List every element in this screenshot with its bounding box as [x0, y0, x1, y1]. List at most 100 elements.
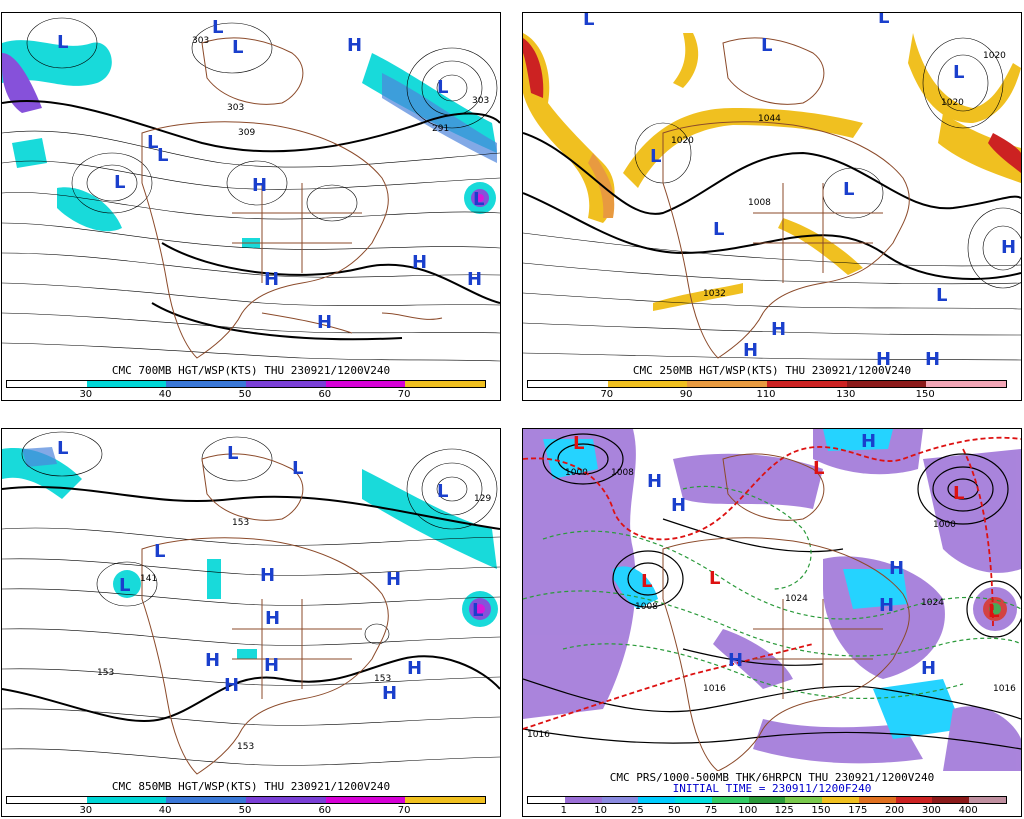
- high-marker: H: [260, 565, 275, 586]
- colorbar-tick: 125: [774, 805, 794, 816]
- colorbar-swatch: [601, 797, 639, 803]
- panel-caption: CMC 250MB HGT/WSP(KTS) THU 230921/1200V2…: [632, 364, 912, 377]
- colorbar-swatch: [969, 797, 1006, 803]
- high-marker: H: [925, 349, 940, 370]
- initial-time-caption: INITIAL TIME = 230911/1200F240: [672, 782, 872, 795]
- colorbar-ticks: 1 10 25 50 75 100 125 150 175 200 300 40…: [527, 805, 1005, 817]
- high-marker: H: [1001, 237, 1016, 258]
- colorbar-swatch: [325, 797, 406, 803]
- contour-label: 1020: [983, 51, 1006, 61]
- low-marker: L: [641, 571, 652, 592]
- colorbar-precip: [527, 796, 1007, 804]
- colorbar-tick: 100: [738, 805, 758, 816]
- colorbar-ticks: 30 40 50 60 70: [6, 389, 484, 401]
- low-marker: L: [761, 35, 772, 56]
- contour-label: 1044: [758, 114, 781, 124]
- high-marker: H: [743, 340, 758, 361]
- low-marker: L: [147, 132, 158, 153]
- contour-label: 1016: [993, 684, 1016, 694]
- colorbar-tick: 70: [397, 389, 411, 400]
- high-marker: H: [224, 675, 239, 696]
- contour-label: 303: [192, 36, 209, 46]
- colorbar-tick: 30: [79, 389, 93, 400]
- colorbar-tick: 30: [79, 805, 93, 816]
- colorbar-swatch: [86, 381, 167, 387]
- contour-label: 1008: [748, 198, 771, 208]
- colorbar-swatch: [846, 381, 927, 387]
- colorbar-swatch: [86, 797, 167, 803]
- panel-precip: H H H H H H H L L L L L L 1000 1008 1016…: [522, 428, 1022, 817]
- map-svg-700mb: H H H H H H L L L L L L L L 303 309 303 …: [2, 17, 500, 362]
- colorbar-250mb: [527, 380, 1007, 388]
- colorbar-tick: 70: [397, 805, 411, 816]
- low-marker: L: [713, 219, 724, 240]
- high-marker: H: [889, 558, 904, 579]
- contour-label: 1032: [703, 289, 726, 299]
- colorbar-tick: 10: [594, 805, 607, 816]
- high-marker: H: [728, 650, 743, 671]
- map-precip: H H H H H H H L L L L L L 1000 1008 1016…: [523, 429, 1021, 771]
- low-marker: L: [154, 541, 165, 562]
- low-marker: L: [292, 458, 303, 479]
- colorbar-tick: 400: [958, 805, 978, 816]
- colorbar-tick: 90: [679, 389, 693, 400]
- colorbar-swatch: [785, 797, 823, 803]
- colorbar-swatch: [822, 797, 859, 803]
- colorbar-swatch: [246, 797, 326, 803]
- map-250mb: H H H H H L L L L L L L L 1044 1020 1008…: [523, 13, 1021, 373]
- colorbar-swatch: [405, 797, 486, 803]
- colorbar-swatch: [895, 797, 933, 803]
- low-marker: L: [437, 481, 448, 502]
- high-marker: H: [921, 658, 936, 679]
- colorbar-swatch: [675, 797, 712, 803]
- contour-label: 1016: [703, 684, 726, 694]
- colorbar-tick: 25: [631, 805, 644, 816]
- high-marker: H: [317, 312, 332, 333]
- colorbar-tick: 200: [885, 805, 905, 816]
- colorbar-tick: 150: [915, 389, 935, 400]
- low-marker: L: [936, 285, 947, 306]
- low-marker: L: [437, 77, 448, 98]
- map-svg-850mb: H H H H H H H H L L L L L L L 153 141 15…: [2, 431, 500, 775]
- colorbar-tick: 150: [811, 805, 831, 816]
- contour-label: 291: [432, 124, 449, 134]
- colorbar-swatch: [528, 381, 608, 387]
- contour-label: 153: [374, 674, 391, 684]
- colorbar-tick: 130: [836, 389, 856, 400]
- colorbar-swatch: [166, 381, 247, 387]
- colorbar-tick: 50: [238, 805, 252, 816]
- colorbar-swatch: [767, 381, 847, 387]
- colorbar-tick: 40: [158, 389, 172, 400]
- low-marker: L: [583, 13, 594, 30]
- low-marker: L: [57, 32, 68, 53]
- colorbar-swatch: [166, 797, 247, 803]
- low-marker: L: [843, 179, 854, 200]
- map-850mb: H H H H H H H H L L L L L L L 153 141 15…: [2, 429, 500, 789]
- contour-label: 1020: [941, 98, 964, 108]
- panel-caption: CMC 700MB HGT/WSP(KTS) THU 230921/1200V2…: [111, 364, 391, 377]
- contour-label: 1008: [635, 602, 658, 612]
- panel-250mb: H H H H H L L L L L L L L 1044 1020 1008…: [522, 12, 1022, 401]
- colorbar-swatch: [926, 381, 1007, 387]
- colorbar-swatch: [246, 381, 326, 387]
- low-marker: L: [227, 443, 238, 464]
- low-marker: L: [212, 17, 223, 38]
- low-marker: L: [157, 145, 168, 166]
- low-marker: L: [114, 172, 125, 193]
- panel-850mb: H H H H H H H H L L L L L L L 153 141 15…: [1, 428, 501, 817]
- colorbar-tick: 75: [704, 805, 718, 816]
- high-marker: H: [671, 495, 686, 516]
- high-marker: H: [879, 595, 894, 616]
- colorbar-swatch: [748, 797, 786, 803]
- high-marker: H: [386, 569, 401, 590]
- colorbar-tick: 50: [238, 389, 252, 400]
- contour-label: 141: [140, 574, 157, 584]
- colorbar-tick: 110: [756, 389, 776, 400]
- high-marker: H: [861, 431, 876, 452]
- high-marker: H: [264, 269, 279, 290]
- colorbar-swatch: [405, 381, 486, 387]
- high-marker: H: [412, 252, 427, 273]
- high-marker: H: [771, 319, 786, 340]
- map-700mb: H H H H H H L L L L L L L L 303 309 303 …: [2, 13, 500, 373]
- colorbar-tick: 300: [921, 805, 941, 816]
